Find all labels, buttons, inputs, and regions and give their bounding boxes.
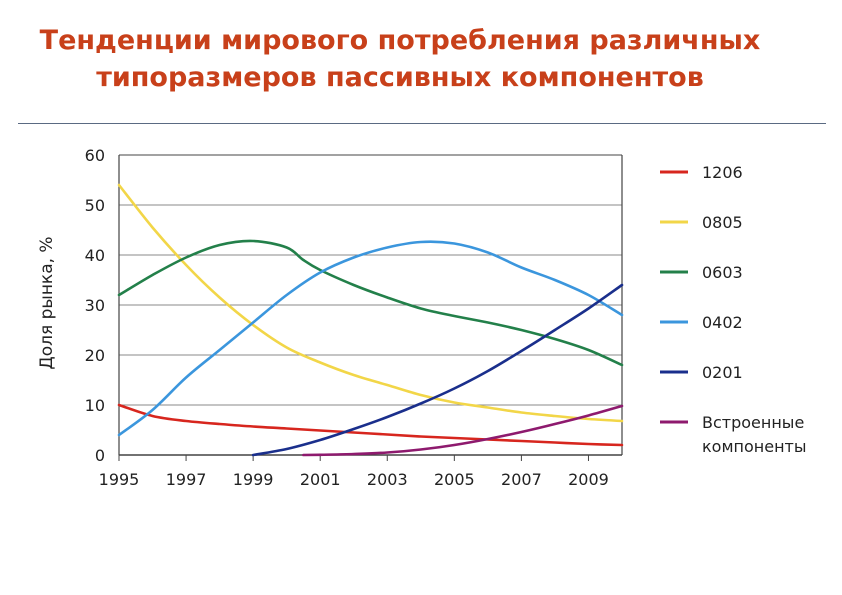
- series-line-1206: [117, 403, 624, 447]
- y-tick-label-0: 0: [95, 446, 105, 465]
- y-tick-label-50: 50: [85, 196, 105, 215]
- title-divider: [18, 123, 826, 124]
- legend-label-1206: 1206: [702, 163, 743, 182]
- x-tick-label-2009: 2009: [568, 470, 609, 489]
- series-line-0603: [117, 239, 624, 367]
- series-line-встроенные-компоненты: [302, 404, 624, 457]
- y-tick-label-30: 30: [85, 296, 105, 315]
- series-line-0402: [117, 240, 624, 437]
- y-tick-label-40: 40: [85, 246, 105, 265]
- chart-title: Тенденции мирового потребления различных…: [0, 22, 800, 96]
- y-tick-label-10: 10: [85, 396, 105, 415]
- x-tick-label-2005: 2005: [434, 470, 475, 489]
- legend-label-встроенные-компоненты-2: компоненты: [702, 437, 807, 456]
- y-axis-title: Доля рынка, %: [37, 236, 57, 369]
- x-tick-label-2003: 2003: [367, 470, 408, 489]
- x-tick-label-1997: 1997: [166, 470, 207, 489]
- x-tick-label-1999: 1999: [233, 470, 274, 489]
- legend-label-0402: 0402: [702, 313, 743, 332]
- x-tick-label-2007: 2007: [501, 470, 542, 489]
- legend: 1206 0805 0603 0402 0201 Встроенные компоненты: [660, 163, 807, 456]
- y-tick-label-60: 60: [85, 146, 105, 165]
- chart-title-line-2: типоразмеров пассивных компонентов: [96, 62, 704, 93]
- y-tick-label-20: 20: [85, 346, 105, 365]
- legend-label-0805: 0805: [702, 213, 743, 232]
- series-line-0805: [117, 183, 624, 423]
- x-tick-label-1995: 1995: [99, 470, 140, 489]
- legend-label-0201: 0201: [702, 363, 743, 382]
- legend-label-встроенные-компоненты-1: Встроенные: [702, 413, 804, 432]
- plot-area: 0 10 20 30 40 50 60 1995 1997 1999 2001 2003 2005 200…: [37, 146, 624, 489]
- chart-title-line-1: Тенденции мирового потребления различных: [39, 25, 761, 56]
- series-line-0201: [251, 283, 624, 457]
- legend-label-0603: 0603: [702, 263, 743, 282]
- x-tick-label-2001: 2001: [300, 470, 341, 489]
